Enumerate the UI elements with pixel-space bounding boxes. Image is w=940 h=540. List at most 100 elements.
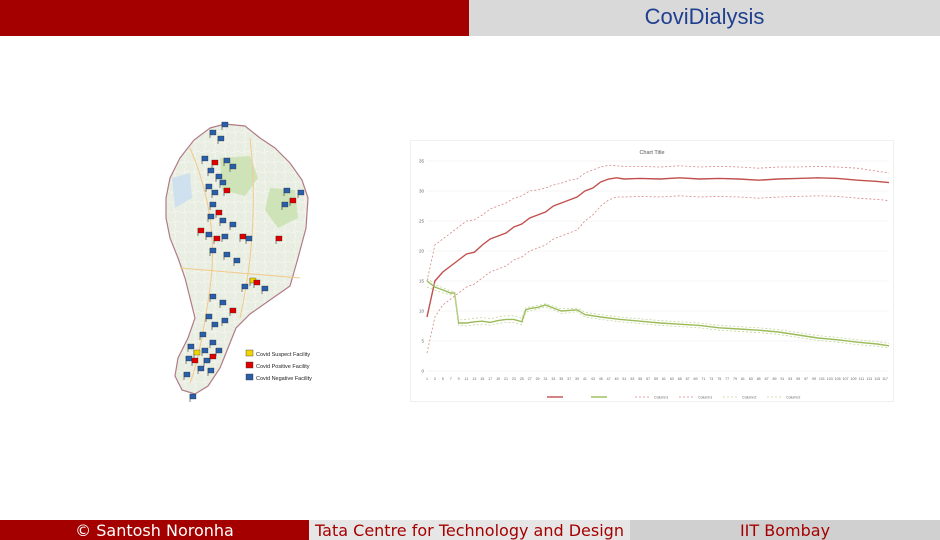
facility-flag-icon bbox=[209, 353, 217, 362]
chart-x-tick-label: 79 bbox=[733, 377, 737, 381]
facility-map: Covid Suspect Facility Covid Positive Fa… bbox=[150, 118, 330, 410]
facility-flag-icon bbox=[297, 189, 305, 198]
chart-x-tick-label: 29 bbox=[536, 377, 540, 381]
facility-flag-icon bbox=[211, 189, 219, 198]
chart-x-ticks: 1 3 5 7 9 11 13 15 17 19 21 23 25 27 29 31 33 35 37 39 41 43 4… bbox=[426, 377, 888, 381]
facility-flag-icon bbox=[223, 157, 231, 166]
chart-series-line-6 bbox=[426, 277, 890, 349]
chart-x-tick-label: 99 bbox=[812, 377, 816, 381]
facility-flag-icon bbox=[207, 213, 215, 222]
map-green-area bbox=[220, 156, 258, 196]
chart-series-line-2 bbox=[426, 280, 890, 347]
chart-x-tick-label: 95 bbox=[796, 377, 800, 381]
chart-x-tick-label: 77 bbox=[725, 377, 729, 381]
facility-flag-icon bbox=[219, 217, 227, 226]
chart-x-tick-label: 115 bbox=[874, 377, 880, 381]
chart-x-tick-label: 3 bbox=[434, 377, 436, 381]
chart-x-tick-label: 105 bbox=[835, 377, 841, 381]
facility-flag-icon bbox=[261, 285, 269, 294]
chart-x-tick-label: 63 bbox=[670, 377, 674, 381]
chart-series bbox=[426, 164, 890, 354]
chart-series-line-4 bbox=[426, 195, 890, 354]
chart-y-tick-label: 20 bbox=[419, 249, 425, 254]
facility-flag-icon bbox=[205, 313, 213, 322]
chart-x-tick-label: 75 bbox=[717, 377, 721, 381]
chart-x-tick-label: 87 bbox=[765, 377, 769, 381]
chart-x-tick-label: 17 bbox=[488, 377, 492, 381]
chart-x-tick-label: 93 bbox=[788, 377, 792, 381]
facility-flag-icon bbox=[193, 349, 201, 358]
chart-x-tick-label: 9 bbox=[458, 377, 460, 381]
chart-y-tick-label: 15 bbox=[419, 279, 425, 284]
chart-panel: Chart Title 0 5 10 15 20 25 30 35 1 3 5 7 9 11 13 15 17… bbox=[410, 140, 894, 402]
chart-series-line-3 bbox=[426, 164, 890, 282]
chart-series-line-1 bbox=[426, 177, 890, 318]
chart-x-tick-label: 15 bbox=[480, 377, 484, 381]
facility-flag-icon bbox=[215, 347, 223, 356]
chart-x-tick-label: 73 bbox=[709, 377, 713, 381]
facility-flag-icon bbox=[283, 187, 291, 196]
facility-flag-icon bbox=[197, 227, 205, 236]
chart-x-tick-label: 7 bbox=[450, 377, 452, 381]
chart-x-tick-label: 45 bbox=[599, 377, 603, 381]
facility-flag-icon bbox=[241, 283, 249, 292]
facility-flag-icon bbox=[205, 183, 213, 192]
facility-flag-icon bbox=[221, 233, 229, 242]
footer-institute: IIT Bombay bbox=[630, 520, 940, 540]
chart-x-tick-label: 101 bbox=[819, 377, 825, 381]
facility-flag-icon bbox=[215, 173, 223, 182]
chart-y-ticks: 0 5 10 15 20 25 30 35 bbox=[419, 159, 425, 374]
header-bar-left bbox=[0, 0, 469, 36]
chart-x-tick-label: 13 bbox=[472, 377, 476, 381]
facility-flag-icon bbox=[199, 331, 207, 340]
chart-x-tick-label: 53 bbox=[630, 377, 634, 381]
chart-legend-label: Column2 bbox=[742, 396, 756, 400]
legend-negative-flag-icon bbox=[245, 373, 254, 381]
map-road bbox=[239, 137, 254, 319]
header-bar-right bbox=[469, 0, 940, 36]
legend-negative-label: Covid Negative Facility bbox=[256, 376, 312, 382]
facility-flag-icon bbox=[275, 235, 283, 244]
chart-x-tick-label: 23 bbox=[512, 377, 516, 381]
facility-flag-icon bbox=[221, 317, 229, 326]
chart-x-tick-label: 25 bbox=[520, 377, 524, 381]
chart-x-tick-label: 71 bbox=[701, 377, 705, 381]
facility-flag-icon bbox=[219, 179, 227, 188]
chart-x-tick-label: 19 bbox=[496, 377, 500, 381]
chart-x-tick-label: 51 bbox=[622, 377, 626, 381]
chart-x-tick-label: 81 bbox=[741, 377, 745, 381]
map-legend: Covid Suspect Facility Covid Positive Fa… bbox=[245, 349, 312, 382]
facility-flag-icon bbox=[217, 135, 225, 144]
facility-flag-icon bbox=[219, 299, 227, 308]
facility-flag-icon bbox=[209, 247, 217, 256]
chart-x-tick-label: 47 bbox=[607, 377, 611, 381]
chart-x-tick-label: 91 bbox=[780, 377, 784, 381]
chart-y-tick-label: 30 bbox=[419, 189, 425, 194]
chart-x-tick-label: 41 bbox=[583, 377, 587, 381]
facility-markers bbox=[183, 121, 305, 402]
facility-flag-icon bbox=[215, 209, 223, 218]
footer-author: © Santosh Noronha bbox=[0, 520, 309, 540]
facility-flag-icon bbox=[205, 231, 213, 240]
map-water-area bbox=[172, 173, 192, 208]
chart-x-tick-label: 109 bbox=[850, 377, 856, 381]
chart-legend: Column1 Column1 Column2 Column2 bbox=[547, 396, 800, 400]
legend-positive-label: Covid Positive Facility bbox=[256, 364, 310, 370]
chart-series-line-5 bbox=[426, 286, 890, 344]
facility-flag-icon bbox=[229, 163, 237, 172]
chart-x-tick-label: 65 bbox=[678, 377, 682, 381]
facility-flag-icon bbox=[253, 279, 261, 288]
legend-positive-flag-icon bbox=[245, 361, 254, 369]
facility-flag-icon bbox=[289, 197, 297, 206]
chart-x-tick-label: 57 bbox=[646, 377, 650, 381]
facility-flag-icon bbox=[207, 367, 215, 376]
chart-x-tick-label: 83 bbox=[749, 377, 753, 381]
facility-flag-icon bbox=[189, 393, 197, 402]
chart-x-tick-label: 37 bbox=[567, 377, 571, 381]
chart-x-tick-label: 1 bbox=[426, 377, 428, 381]
chart-legend-label: Column2 bbox=[786, 396, 800, 400]
chart-x-tick-label: 69 bbox=[694, 377, 698, 381]
facility-flag-icon bbox=[223, 251, 231, 260]
chart-y-tick-label: 35 bbox=[419, 159, 425, 164]
